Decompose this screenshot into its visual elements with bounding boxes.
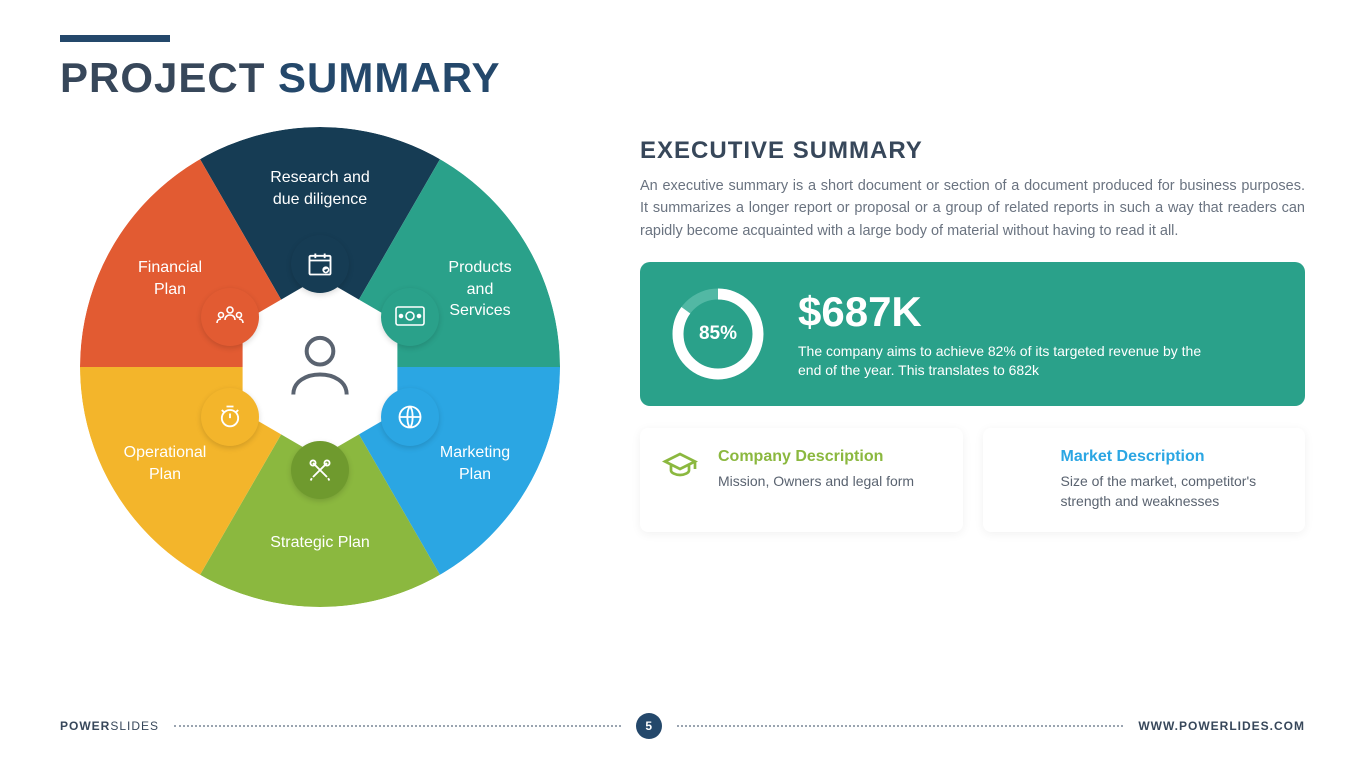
info-cards-row: Company Description Mission, Owners and …	[640, 428, 1305, 531]
card-text: Size of the market, competitor's strengt…	[1061, 472, 1284, 511]
slide-footer: POWERSLIDES 5 WWW.POWERLIDES.COM	[60, 713, 1305, 739]
footer-dots-right	[677, 725, 1124, 727]
grad-icon	[662, 448, 702, 511]
wheel-area: Research anddue diligenceProductsandServ…	[60, 127, 620, 607]
team-icon	[201, 288, 259, 346]
card-body: Company Description Mission, Owners and …	[718, 448, 914, 511]
card-text: Mission, Owners and legal form	[718, 472, 914, 492]
brand-bold: POWER	[60, 719, 110, 733]
slide-title: PROJECT SUMMARY	[60, 54, 1305, 102]
person-icon	[280, 325, 360, 410]
kpi-value: $687K	[798, 288, 1218, 336]
slide-root: PROJECT SUMMARY Research anddue diligenc…	[0, 0, 1365, 767]
title-part2: SUMMARY	[278, 54, 500, 101]
right-column: EXECUTIVE SUMMARY An executive summary i…	[620, 127, 1305, 607]
kpi-card: 85% $687K The company aims to achieve 82…	[640, 262, 1305, 406]
timer-icon	[201, 388, 259, 446]
exec-summary-title: EXECUTIVE SUMMARY	[640, 137, 1305, 165]
progress-ring: 85%	[668, 284, 768, 384]
kpi-info: $687K The company aims to achieve 82% of…	[798, 288, 1218, 381]
wheel-segment-label: Research anddue diligence	[260, 167, 380, 210]
info-card: Market Description Size of the market, c…	[983, 428, 1306, 531]
exec-summary-text: An executive summary is a short document…	[640, 175, 1305, 242]
footer-dots-left	[174, 725, 621, 727]
title-part1: PROJECT	[60, 54, 265, 101]
kpi-description: The company aims to achieve 82% of its t…	[798, 342, 1218, 381]
segment-wheel: Research anddue diligenceProductsandServ…	[80, 127, 560, 607]
tools-icon	[291, 441, 349, 499]
brand-label: POWERSLIDES	[60, 719, 159, 733]
content-row: Research anddue diligenceProductsandServ…	[60, 127, 1305, 607]
card-title: Market Description	[1061, 448, 1284, 466]
wheel-segment-label: Strategic Plan	[260, 532, 380, 554]
card-title: Company Description	[718, 448, 914, 466]
progress-percent-label: 85%	[668, 284, 768, 384]
globe-icon	[381, 388, 439, 446]
title-accent-bar	[60, 35, 170, 42]
globe-icon	[1005, 448, 1045, 511]
wheel-segment-label: MarketingPlan	[415, 442, 535, 485]
wheel-segment-label: OperationalPlan	[105, 442, 225, 485]
footer-url: WWW.POWERLIDES.COM	[1138, 719, 1305, 733]
page-number-badge: 5	[636, 713, 662, 739]
calendar-icon	[291, 235, 349, 293]
brand-thin: SLIDES	[110, 719, 159, 733]
card-body: Market Description Size of the market, c…	[1061, 448, 1284, 511]
info-card: Company Description Mission, Owners and …	[640, 428, 963, 531]
cash-icon	[381, 288, 439, 346]
